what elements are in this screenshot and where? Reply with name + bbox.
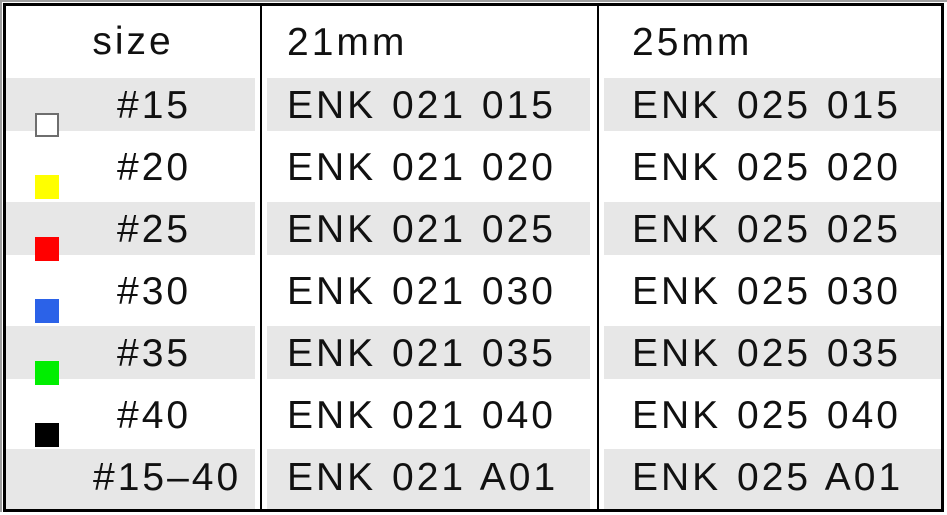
product-code: ENK 021 025 — [287, 208, 557, 251]
size-label: #15 — [117, 84, 192, 127]
size-label: #25 — [117, 208, 192, 251]
size-label: #30 — [117, 270, 192, 313]
code-cell-21mm: ENK 021 035 — [260, 323, 597, 385]
product-code: ENK 021 015 — [287, 84, 557, 127]
code-cell-25mm: ENK 025 030 — [597, 261, 941, 323]
code-cell-25mm: ENK 025 035 — [597, 323, 941, 385]
size-cell: #15–40 — [6, 447, 260, 509]
size-cell: #20 — [6, 137, 260, 199]
table-row-35: #35 ENK 021 035 ENK 025 035 — [6, 323, 941, 385]
row-shade — [6, 449, 255, 509]
code-cell-25mm: ENK 025 020 — [597, 137, 941, 199]
code-cell-25mm: ENK 025 025 — [597, 199, 941, 261]
product-code: ENK 021 040 — [287, 394, 557, 437]
table-row-40: #40 ENK 021 040 ENK 025 040 — [6, 385, 941, 447]
product-code: ENK 025 030 — [632, 270, 902, 313]
column-header-25mm-label: 25mm — [632, 21, 753, 64]
column-header-21mm: 21mm — [260, 6, 597, 75]
frame-shadow-top — [0, 0, 947, 2]
color-swatch-black-icon — [35, 423, 59, 447]
product-code: ENK 025 015 — [632, 84, 902, 127]
table-row-25: #25 ENK 021 025 ENK 025 025 — [6, 199, 941, 261]
product-code: ENK 021 030 — [287, 270, 557, 313]
row-shade — [604, 202, 941, 255]
header-row: size 21mm 25mm — [6, 6, 941, 75]
table-row-15: #15 ENK 021 015 ENK 025 015 — [6, 75, 941, 137]
size-cell: #25 — [6, 199, 260, 261]
color-swatch-red-icon — [35, 237, 59, 261]
table-row-15-40: #15–40 ENK 021 A01 ENK 025 A01 — [6, 447, 941, 509]
code-cell-21mm: ENK 021 A01 — [260, 447, 597, 509]
product-code: ENK 021 A01 — [287, 456, 559, 499]
row-shade — [267, 449, 590, 509]
color-swatch-white-icon — [35, 113, 59, 137]
row-shade — [267, 326, 590, 379]
color-swatch-blue-icon — [35, 299, 59, 323]
frame-shadow-left — [0, 0, 2, 512]
column-header-size: size — [6, 6, 260, 75]
code-cell-21mm: ENK 021 020 — [260, 137, 597, 199]
row-shade — [604, 78, 941, 131]
code-cell-21mm: ENK 021 015 — [260, 75, 597, 137]
table-row-30: #30 ENK 021 030 ENK 025 030 — [6, 261, 941, 323]
row-shade — [267, 78, 590, 131]
product-code: ENK 025 020 — [632, 146, 902, 189]
column-header-size-label: size — [92, 20, 174, 63]
size-cell: #30 — [6, 261, 260, 323]
row-shade — [267, 202, 590, 255]
column-header-21mm-label: 21mm — [287, 21, 408, 64]
column-header-25mm: 25mm — [597, 6, 941, 75]
code-cell-21mm: ENK 021 025 — [260, 199, 597, 261]
row-shade — [604, 449, 941, 509]
size-label: #40 — [117, 394, 192, 437]
table-row-20: #20 ENK 021 020 ENK 025 020 — [6, 137, 941, 199]
size-label: #35 — [117, 332, 192, 375]
code-cell-25mm: ENK 025 015 — [597, 75, 941, 137]
product-code: ENK 025 035 — [632, 332, 902, 375]
size-label: #20 — [117, 146, 192, 189]
size-cell: #40 — [6, 385, 260, 447]
color-swatch-green-icon — [35, 361, 59, 385]
product-code: ENK 025 025 — [632, 208, 902, 251]
code-cell-25mm: ENK 025 040 — [597, 385, 941, 447]
code-cell-21mm: ENK 021 040 — [260, 385, 597, 447]
product-code: ENK 021 035 — [287, 332, 557, 375]
product-code-table: size 21mm 25mm #15 ENK 021 015 ENK 025 — [3, 3, 944, 512]
code-cell-25mm: ENK 025 A01 — [597, 447, 941, 509]
size-label: #15–40 — [93, 456, 242, 499]
code-cell-21mm: ENK 021 030 — [260, 261, 597, 323]
color-swatch-yellow-icon — [35, 175, 59, 199]
product-code: ENK 025 A01 — [632, 456, 904, 499]
product-code: ENK 021 020 — [287, 146, 557, 189]
product-code: ENK 025 040 — [632, 394, 902, 437]
size-cell: #35 — [6, 323, 260, 385]
size-cell: #15 — [6, 75, 260, 137]
row-shade — [604, 326, 941, 379]
